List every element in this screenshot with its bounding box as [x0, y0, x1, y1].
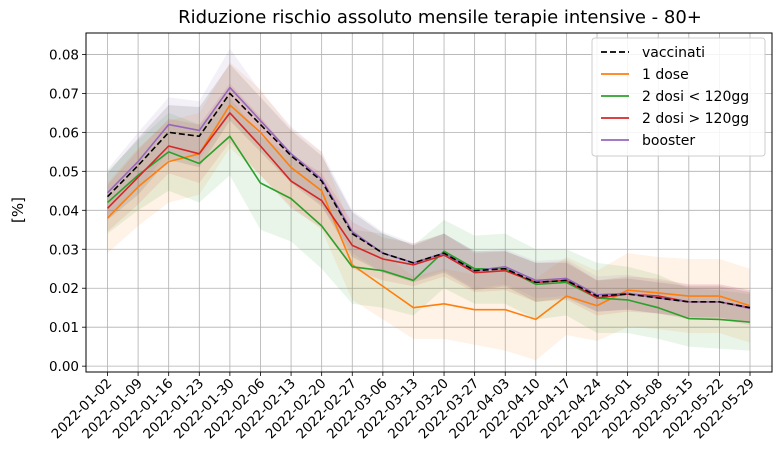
- confidence-band: [107, 97, 750, 351]
- plot-frame: [85, 32, 773, 373]
- legend-entry: 1 dose: [642, 67, 689, 83]
- grid: [86, 33, 772, 372]
- legend-entry: vaccinati: [642, 45, 705, 61]
- chart-title: Riduzione rischio assoluto mensile terap…: [178, 7, 702, 28]
- y-tick-label: 0.05: [49, 164, 79, 180]
- legend-entry: 2 dosi > 120gg: [642, 111, 749, 127]
- y-axis: 0.00 0.01 0.02 0.03 0.04 0.05 0.06 0.07 0.08: [49, 47, 86, 375]
- x-axis: 2022-01-022022-01-092022-01-162022-01-23…: [49, 372, 758, 442]
- y-tick-label: 0.01: [49, 320, 79, 336]
- confidence-band: [107, 48, 750, 324]
- series-lines: [106, 86, 751, 323]
- series-line: [106, 92, 751, 309]
- legend: vaccinati 1 dose 2 dosi < 120gg 2 dosi > 12…: [591, 37, 766, 157]
- y-tick-label: 0.00: [49, 359, 79, 375]
- series-line: [106, 135, 751, 323]
- legend-entry: 2 dosi < 120gg: [642, 89, 749, 105]
- y-tick-label: 0.07: [49, 86, 79, 102]
- legend-box: [591, 37, 766, 157]
- y-tick-label: 0.02: [49, 281, 79, 297]
- y-tick-label: 0.04: [49, 203, 79, 219]
- y-tick-label: 0.08: [49, 47, 79, 63]
- confidence-band: [107, 62, 750, 361]
- y-axis-label: [%]: [9, 197, 27, 223]
- y-tick-label: 0.06: [49, 125, 79, 141]
- y-tick-label: 0.03: [49, 242, 79, 258]
- series-line: [106, 104, 751, 321]
- confidence-band: [107, 83, 750, 326]
- legend-entry: booster: [642, 133, 695, 149]
